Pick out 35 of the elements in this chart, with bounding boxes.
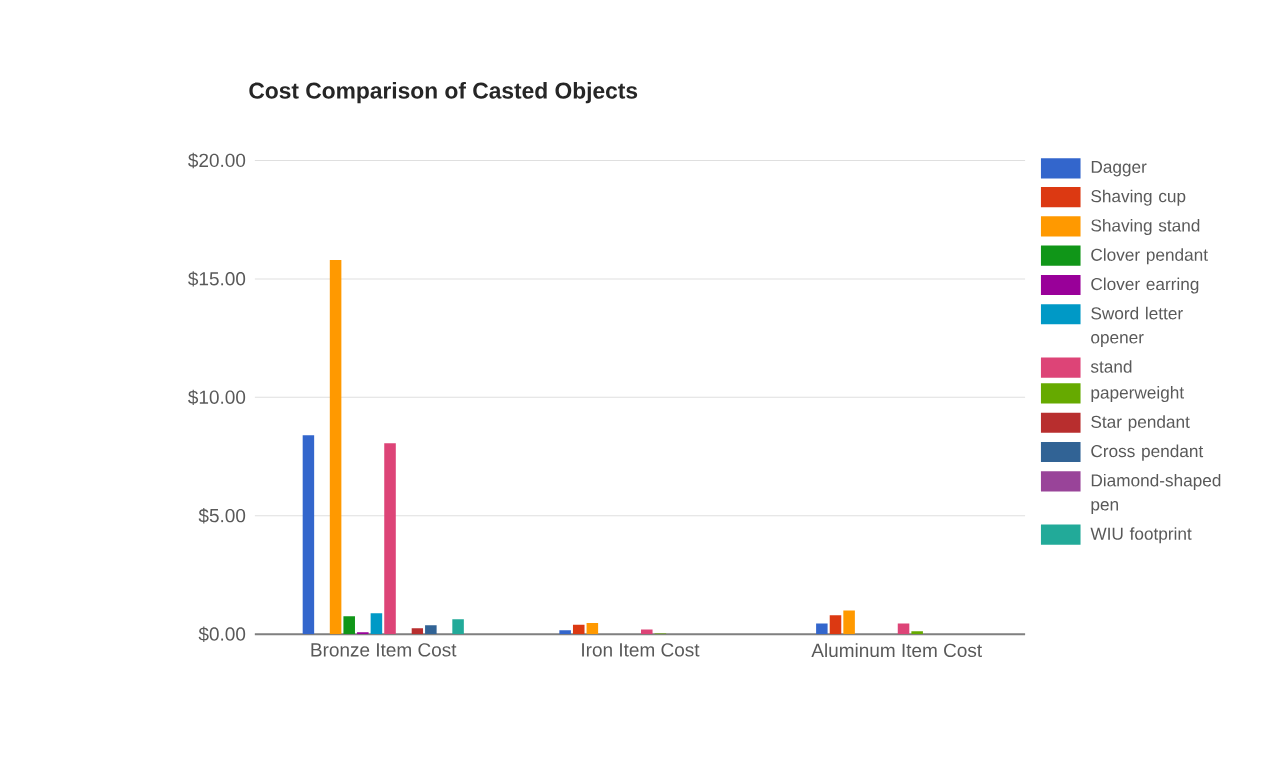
x-tick-label: Iron Item Cost [582,643,700,657]
legend-label: Diamond-shaped pen [1091,473,1221,514]
legend-label: Cross pendant [1091,444,1204,461]
x-tick-label: Aluminum Item Cost [811,643,982,658]
bar [343,616,355,635]
bar [586,623,599,635]
legend-label: Clover earring [1091,277,1199,294]
bar [370,613,383,635]
legend-label: Star pendant [1091,415,1190,432]
legend-label: paperweight [1091,386,1184,403]
bar [911,631,923,635]
bar [641,629,653,635]
legend-label: Clover pendant [1091,248,1208,265]
x-tick-label: Bronze Item Cost [311,643,457,657]
y-tick-label: $5.00 [198,508,246,524]
legend-label: Shaving cup [1091,189,1186,206]
y-tick-label: $10.00 [188,389,246,406]
y-tick-label: $0.00 [198,626,246,642]
bar [329,260,342,635]
bar [559,630,571,635]
bar [572,624,585,635]
legend-label: WIU footprint [1090,527,1192,544]
y-tick-label: $20.00 [188,152,246,169]
bar [302,435,315,635]
bar [452,619,464,635]
bar [425,625,437,635]
y-tick-label: $15.00 [188,271,246,287]
bar [411,628,424,635]
bar [829,615,842,635]
bar [843,610,855,635]
bar [384,443,396,635]
chart-title: Cost Comparison of Casted Objects [249,82,638,104]
legend-label: Dagger [1091,161,1147,177]
legend-label: Shaving stand [1091,219,1200,236]
legend-label: stand [1090,360,1132,373]
